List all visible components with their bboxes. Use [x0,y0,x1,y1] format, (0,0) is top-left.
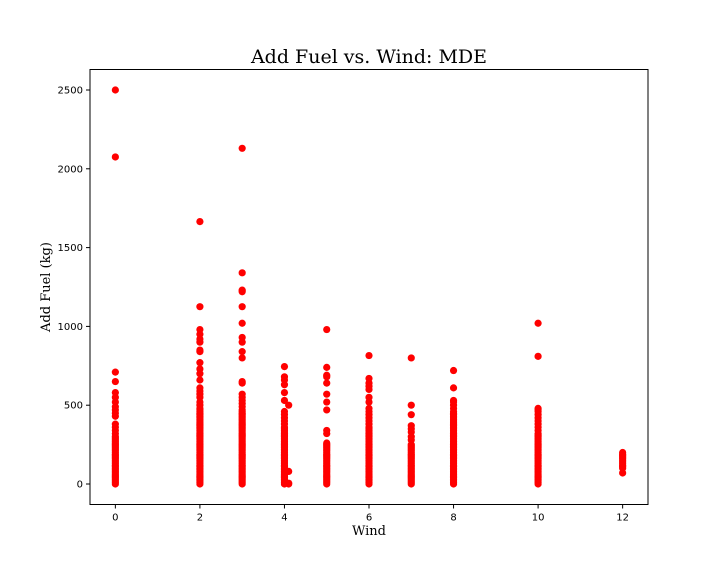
x-tick-label: 4 [281,513,287,524]
data-point [196,303,204,311]
data-point [196,384,204,392]
data-point [407,354,415,362]
data-point [111,153,119,161]
data-points [111,86,627,488]
data-point [365,404,373,412]
data-point [534,404,542,412]
data-point [407,422,415,430]
data-point [238,286,246,294]
y-tick-label: 1000 [58,322,83,333]
y-tick-label: 500 [64,401,83,412]
x-tick-label: 0 [112,513,118,524]
data-point [238,319,246,327]
data-point [619,448,627,457]
data-point [196,217,204,226]
data-point [238,390,246,398]
y-axis: 0 500 1000 1500 2000 2500 [58,85,90,491]
x-axis-label: Wind [352,524,386,539]
data-point [238,348,246,356]
data-point [196,376,204,384]
data-point [238,144,246,152]
data-point [285,401,293,409]
data-point [238,377,246,386]
data-point [365,393,373,401]
data-point [365,351,373,360]
y-axis-label: Add Fuel (kg) [39,242,54,333]
data-point [280,407,289,416]
data-point [323,390,331,398]
x-tick-label: 2 [197,513,203,524]
data-point [238,303,246,311]
data-point [449,396,458,405]
x-tick-label: 6 [366,513,372,524]
data-point [285,467,293,476]
data-point [111,368,119,376]
y-tick-label: 0 [77,480,83,491]
data-point [280,388,289,397]
data-point [111,420,119,428]
x-tick-label: 10 [532,513,545,524]
data-point [323,363,331,371]
data-point [449,366,458,375]
data-point [323,406,331,414]
data-point [280,373,289,381]
data-point [196,346,204,354]
data-point [238,354,246,362]
data-point [196,365,204,373]
data-point [407,401,415,409]
data-point [365,374,373,383]
data-point [238,269,246,277]
data-point [407,411,415,419]
x-axis: 0 2 4 6 8 10 12 [112,504,629,524]
data-point [323,325,331,334]
y-tick-label: 1500 [58,243,83,254]
x-tick-label: 12 [616,513,629,524]
data-point [323,439,331,447]
data-point [534,319,542,327]
data-point [323,398,331,406]
y-tick-label: 2000 [58,164,83,175]
x-tick-label: 8 [450,513,456,524]
data-point [534,352,542,360]
data-point [196,359,204,367]
data-point [196,325,204,334]
data-point [285,479,293,487]
data-point [111,388,119,397]
data-point [323,426,331,435]
data-point [238,333,246,342]
data-point [280,362,289,371]
data-point [323,379,331,387]
chart-title: Add Fuel vs. Wind: MDE [250,46,487,68]
y-tick-label: 2500 [58,85,83,96]
data-point [323,371,331,379]
data-point [280,396,289,405]
data-point [449,384,458,392]
data-point [111,86,119,94]
data-point [111,377,119,386]
